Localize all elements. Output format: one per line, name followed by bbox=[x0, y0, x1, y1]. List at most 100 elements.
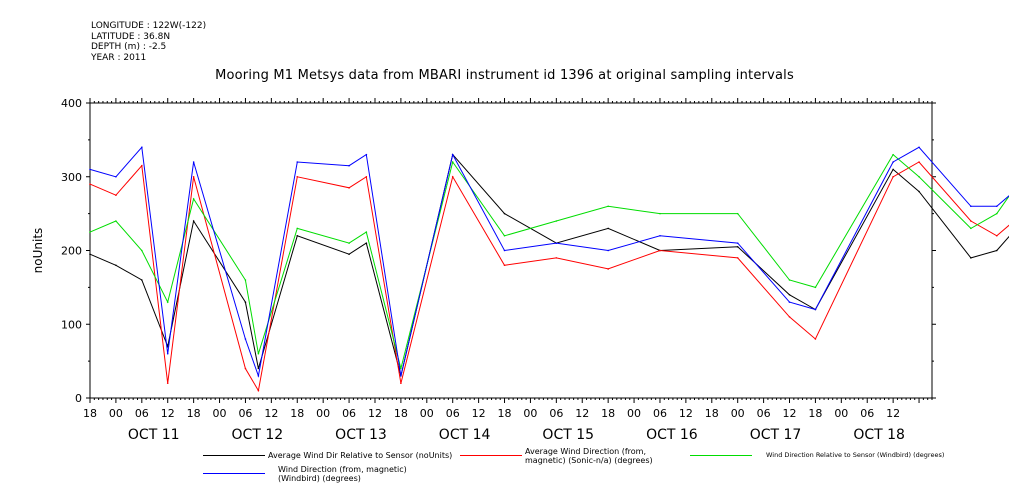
meta-longitude: LONGITUDE : 122W(-122) bbox=[91, 21, 207, 31]
x-tick-label: 06 bbox=[653, 407, 667, 420]
x-tick-label: 12 bbox=[264, 407, 278, 420]
series-point-3 bbox=[659, 234, 661, 237]
x-tick-label: 18 bbox=[808, 407, 822, 420]
series-point-3 bbox=[141, 146, 143, 149]
series-point-3 bbox=[166, 352, 169, 355]
x-tick-label: 00 bbox=[731, 407, 745, 420]
y-tick-label: 400 bbox=[61, 97, 82, 110]
series-point-0 bbox=[244, 301, 247, 303]
x-tick-label: 00 bbox=[523, 407, 537, 420]
meta-year: YEAR : 2011 bbox=[91, 52, 147, 63]
series-point-3 bbox=[89, 168, 91, 171]
x-tick-label: 18 bbox=[83, 407, 97, 420]
x-day-label: OCT 11 bbox=[128, 427, 180, 443]
series-point-0 bbox=[503, 212, 506, 215]
series-point-0 bbox=[918, 190, 920, 193]
series-point-0 bbox=[788, 293, 791, 296]
chart-title: Mooring M1 Metsys data from MBARI instru… bbox=[215, 68, 794, 83]
series-point-1 bbox=[555, 257, 558, 259]
x-tick-label: 12 bbox=[161, 407, 175, 420]
x-tick-label: 18 bbox=[705, 407, 719, 420]
series-point-1 bbox=[400, 382, 402, 385]
x-tick-label: 12 bbox=[783, 407, 797, 420]
series-point-1 bbox=[814, 338, 817, 340]
series-point-0 bbox=[89, 253, 91, 255]
series-point-0 bbox=[166, 345, 169, 348]
x-tick-label: 00 bbox=[627, 407, 641, 420]
series-point-2 bbox=[296, 227, 299, 230]
x-tick-label: 18 bbox=[601, 407, 615, 420]
x-tick-label: 00 bbox=[316, 407, 330, 420]
series-point-2 bbox=[814, 286, 817, 289]
x-day-label: OCT 14 bbox=[439, 427, 491, 443]
series-point-3 bbox=[918, 146, 920, 149]
series-point-3 bbox=[365, 153, 368, 156]
series-point-2 bbox=[970, 227, 972, 230]
x-day-label: OCT 18 bbox=[853, 427, 905, 443]
series-point-1 bbox=[115, 194, 117, 196]
series-point-2 bbox=[244, 279, 247, 281]
series-point-0 bbox=[348, 253, 350, 255]
y-tick-label: 100 bbox=[61, 318, 82, 331]
meta-depth: DEPTH (m) : -2.5 bbox=[91, 42, 167, 52]
series-point-1 bbox=[365, 175, 368, 178]
series-point-2 bbox=[141, 249, 143, 252]
series-point-3 bbox=[400, 375, 402, 377]
series-point-2 bbox=[192, 198, 195, 200]
legend-label-green: Wind Direction Relative to Sensor (Windb… bbox=[766, 451, 945, 459]
x-tick-label: 06 bbox=[342, 407, 356, 420]
series-point-3 bbox=[503, 249, 506, 252]
series-point-2 bbox=[166, 301, 169, 303]
y-axis-label: noUnits bbox=[31, 228, 45, 274]
series-point-2 bbox=[659, 212, 661, 215]
x-tick-label: 06 bbox=[549, 407, 563, 420]
series-point-2 bbox=[365, 231, 368, 233]
series-line-3 bbox=[89, 146, 1009, 378]
series-point-1 bbox=[166, 382, 169, 385]
x-tick-label: 06 bbox=[446, 407, 460, 420]
series-point-0 bbox=[607, 227, 609, 230]
x-tick-label: 18 bbox=[394, 407, 408, 420]
series-point-0 bbox=[365, 242, 368, 244]
series-point-3 bbox=[970, 205, 972, 208]
x-tick-label: 06 bbox=[135, 407, 149, 420]
series-point-1 bbox=[348, 187, 350, 189]
series-point-2 bbox=[257, 352, 260, 355]
x-day-label: OCT 16 bbox=[646, 427, 698, 443]
legend-label-black: Average Wind Dir Relative to Sensor (noU… bbox=[268, 451, 453, 460]
series-point-1 bbox=[659, 249, 661, 252]
series-point-1 bbox=[257, 389, 260, 392]
series-point-1 bbox=[296, 175, 299, 178]
series-point-1 bbox=[192, 175, 195, 178]
series-point-1 bbox=[995, 234, 998, 237]
x-tick-label: 12 bbox=[472, 407, 486, 420]
series-point-2 bbox=[503, 234, 506, 237]
series-point-0 bbox=[995, 249, 998, 252]
series-point-1 bbox=[892, 175, 894, 178]
legend-line-black bbox=[203, 455, 265, 456]
y-tick-label: 0 bbox=[75, 392, 82, 405]
series-point-1 bbox=[918, 161, 920, 163]
legend-line-red bbox=[460, 455, 522, 456]
series-line-2 bbox=[89, 153, 1009, 369]
x-tick-label: 12 bbox=[575, 407, 589, 420]
x-tick-label: 00 bbox=[213, 407, 227, 420]
x-tick-label: 06 bbox=[238, 407, 252, 420]
x-day-label: OCT 17 bbox=[750, 427, 802, 443]
series-point-0 bbox=[141, 279, 143, 281]
x-tick-label: 00 bbox=[834, 407, 848, 420]
series-point-2 bbox=[995, 212, 998, 215]
x-tick-label: 18 bbox=[290, 407, 304, 420]
meta-latitude: LATITUDE : 36.8N bbox=[91, 31, 171, 42]
y-tick-label: 300 bbox=[61, 171, 82, 184]
series-point-2 bbox=[736, 212, 739, 215]
series-point-3 bbox=[192, 161, 195, 163]
series-point-0 bbox=[736, 246, 739, 248]
plot-frame bbox=[89, 102, 933, 399]
series-point-2 bbox=[400, 367, 402, 370]
series-point-2 bbox=[451, 161, 454, 163]
series-point-3 bbox=[892, 161, 894, 163]
series-point-2 bbox=[555, 220, 558, 222]
x-day-label: OCT 15 bbox=[542, 427, 594, 443]
series-point-2 bbox=[892, 153, 894, 156]
